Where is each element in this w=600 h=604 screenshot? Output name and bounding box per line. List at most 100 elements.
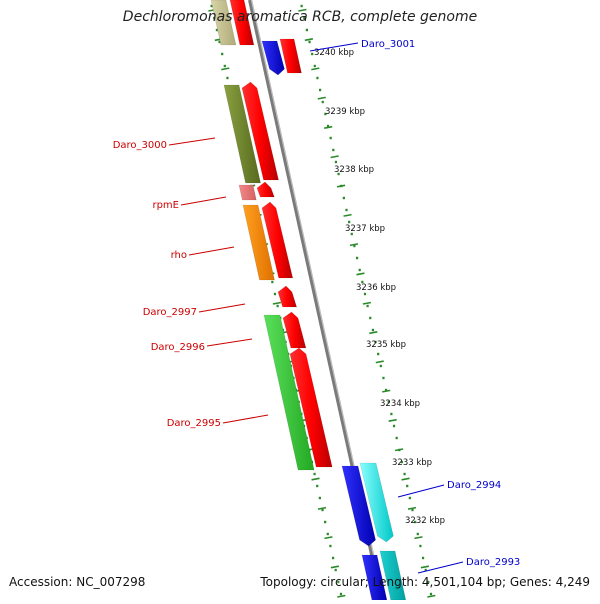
label-leader-line <box>309 42 359 52</box>
scale-tick-right <box>407 506 417 510</box>
right-scale-dot <box>385 388 388 392</box>
gene-daro-3000 <box>223 84 261 184</box>
gene-label-rho[interactable]: rho <box>171 250 187 261</box>
left-scale-dot <box>337 580 340 584</box>
scale-label: 3238 kbp <box>334 165 374 175</box>
gene-label-daro-2993[interactable]: Daro_2993 <box>466 557 520 568</box>
left-scale-dot <box>276 304 279 308</box>
accession-text: Accession: NC_007298 <box>9 575 146 589</box>
gene-label-rpme[interactable]: rpmE <box>152 200 179 211</box>
scale-tick-left <box>337 594 346 598</box>
scale-label: 3235 kbp <box>366 340 406 350</box>
scale-tick-right <box>369 331 378 335</box>
right-scale-dot <box>374 340 377 344</box>
scale-tick-right <box>330 155 339 159</box>
gene-label-daro-3001[interactable]: Daro_3001 <box>361 39 415 50</box>
genome-summary-text: Topology: circular; Length: 4,501,104 bp… <box>260 575 590 589</box>
right-scale-dot <box>308 40 311 44</box>
right-scale-dot <box>355 256 359 260</box>
scale-label: 3237 kbp <box>345 224 385 234</box>
right-scale-dot <box>382 376 385 380</box>
gene-red <box>241 81 279 181</box>
scale-tick-right <box>317 96 326 100</box>
right-scale-dot <box>326 124 330 128</box>
gene-label-daro-2997[interactable]: Daro_2997 <box>143 307 197 318</box>
gene-red <box>256 181 275 198</box>
right-scale-dot <box>342 196 345 200</box>
left-scale-dot <box>271 280 274 284</box>
right-scale-dot <box>350 232 353 236</box>
gene-tan <box>210 0 237 46</box>
gene-rpme <box>238 184 257 201</box>
right-scale-dot <box>427 580 430 584</box>
left-scale-dot <box>313 472 316 476</box>
scale-tick-left <box>317 506 327 510</box>
scale-tick-right <box>388 418 397 422</box>
left-scale-dot <box>226 76 229 80</box>
left-scale-dot <box>331 556 335 560</box>
left-scale-dot <box>326 532 329 536</box>
scale-tick-right <box>375 360 384 364</box>
left-scale-dot <box>321 508 324 512</box>
gene-red <box>279 38 302 74</box>
gene-cyan <box>359 462 394 543</box>
scale-tick-left <box>324 536 333 540</box>
scale-label: 3232 kbp <box>405 516 445 526</box>
right-scale-dot <box>300 4 303 8</box>
right-scale-dot <box>334 160 338 164</box>
right-scale-dot <box>429 592 433 596</box>
scale-tick-left <box>272 301 282 305</box>
left-scale-dot <box>213 16 216 20</box>
scale-label: 3239 kbp <box>325 107 365 117</box>
scale-tick-right <box>311 67 320 71</box>
gene-label-daro-3000[interactable]: Daro_3000 <box>113 140 167 151</box>
scale-tick-right <box>394 448 404 452</box>
right-scale-dot <box>316 76 319 80</box>
map-title: Dechloromonas aromatica RCB, complete ge… <box>122 9 478 25</box>
left-scale-dot <box>316 484 319 488</box>
scale-label: 3236 kbp <box>356 283 396 293</box>
gene-label-daro-2995[interactable]: Daro_2995 <box>167 418 221 429</box>
scale-tick-right <box>414 536 423 540</box>
scale-tick-right <box>420 565 430 569</box>
label-leader-line <box>222 414 269 424</box>
right-scale-dot <box>371 328 374 332</box>
left-scale-dot <box>273 292 277 296</box>
gene-red <box>289 347 333 468</box>
left-scale-dot <box>215 28 218 32</box>
label-leader-line <box>198 303 246 313</box>
scale-tick-right <box>356 272 365 276</box>
left-scale-dot <box>223 64 226 68</box>
right-scale-dot <box>311 52 314 56</box>
scale-tick-right <box>324 125 333 129</box>
right-scale-dot <box>329 136 332 140</box>
right-scale-dot <box>390 412 393 416</box>
right-scale-dot <box>369 316 372 320</box>
right-scale-dot <box>395 436 398 440</box>
scale-tick-right <box>336 184 346 188</box>
gene-daro-2994 <box>341 465 376 547</box>
label-leader-line <box>168 137 216 146</box>
gene-label-daro-2996[interactable]: Daro_2996 <box>151 342 205 353</box>
right-scale-dot <box>366 304 369 308</box>
gene-label-daro-2994[interactable]: Daro_2994 <box>447 480 501 491</box>
gene-rho <box>242 204 275 281</box>
left-scale-dot <box>324 520 327 524</box>
scale-tick-right <box>304 38 314 42</box>
right-scale-dot <box>358 268 361 272</box>
right-scale-dot <box>411 508 414 512</box>
right-scale-dot <box>305 28 308 32</box>
right-scale-dot <box>348 220 351 224</box>
right-scale-dot <box>421 556 425 560</box>
right-scale-dot <box>400 460 404 464</box>
right-scale-dot <box>387 400 390 404</box>
scale-tick-left <box>330 565 340 569</box>
right-scale-dot <box>332 148 335 152</box>
scale-tick-right <box>401 477 410 481</box>
right-scale-dot <box>324 112 327 116</box>
left-scale-dot <box>221 52 224 56</box>
scale-tick-right <box>349 243 359 247</box>
gene-features <box>210 0 407 601</box>
